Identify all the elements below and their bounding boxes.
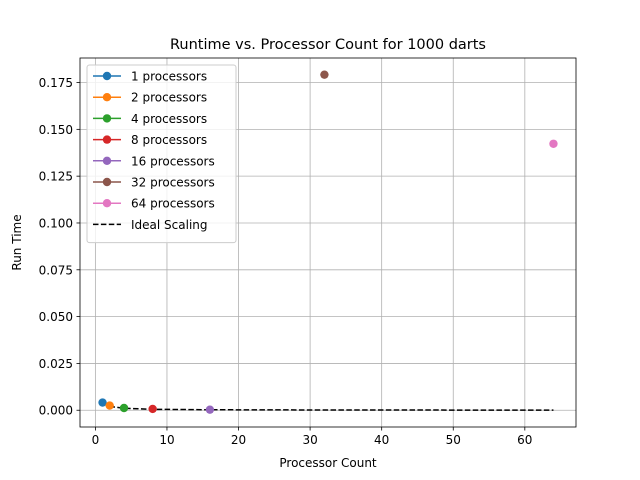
y-axis-label: Run Time <box>10 214 24 270</box>
legend-label: Ideal Scaling <box>131 218 208 232</box>
x-tick-label: 0 <box>92 433 100 447</box>
legend-box <box>86 64 237 244</box>
data-point <box>119 403 129 413</box>
x-tick-label: 20 <box>231 433 246 447</box>
legend-label: 8 processors <box>131 133 207 147</box>
legend-label: 1 processors <box>131 70 207 84</box>
legend-marker <box>102 71 112 81</box>
legend-label: 32 processors <box>131 176 215 190</box>
data-point <box>98 398 107 407</box>
data-point <box>320 70 329 79</box>
x-axis-label: Processor Count <box>279 456 377 470</box>
data-point <box>205 405 215 414</box>
x-tick-label: 60 <box>517 433 532 447</box>
legend-label: 2 processors <box>131 91 207 105</box>
legend-label: 64 processors <box>131 197 215 211</box>
y-tick-label: 0.050 <box>39 310 73 324</box>
legend-label: 16 processors <box>131 154 215 168</box>
y-tick-label: 0.025 <box>39 357 73 371</box>
axis-ticks: 0 10 20 30 40 50 60 0.000 0.025 0.050 0.075 0.100 0.… <box>39 76 533 447</box>
y-tick-label: 0.000 <box>39 404 73 418</box>
ideal-scaling-line <box>102 401 554 411</box>
y-tick-label: 0.175 <box>39 76 73 90</box>
x-tick-label: 40 <box>374 433 389 447</box>
x-tick-label: 10 <box>159 433 174 447</box>
y-tick-label: 0.125 <box>39 170 73 184</box>
plot-frame <box>79 57 577 428</box>
x-tick-label: 50 <box>446 433 461 447</box>
legend-marker <box>102 93 112 102</box>
y-tick-label: 0.100 <box>39 216 73 230</box>
y-tick-label: 0.150 <box>39 123 73 137</box>
data-point <box>148 404 157 414</box>
legend-marker <box>102 114 112 123</box>
legend-marker <box>102 177 112 187</box>
x-tick-label: 30 <box>302 433 317 447</box>
data-point <box>105 401 114 410</box>
legend: 1 processors 2 processors 4 processors 8 pr… <box>86 64 237 244</box>
chart-title: Runtime vs. Processor Count for 1000 dar… <box>170 37 486 53</box>
legend-label: 4 processors <box>131 112 207 126</box>
legend-marker <box>102 156 112 165</box>
data-point <box>549 139 558 148</box>
plot-data <box>98 70 558 414</box>
legend-marker <box>102 199 112 208</box>
y-tick-label: 0.075 <box>39 263 73 277</box>
legend-marker <box>102 135 112 144</box>
